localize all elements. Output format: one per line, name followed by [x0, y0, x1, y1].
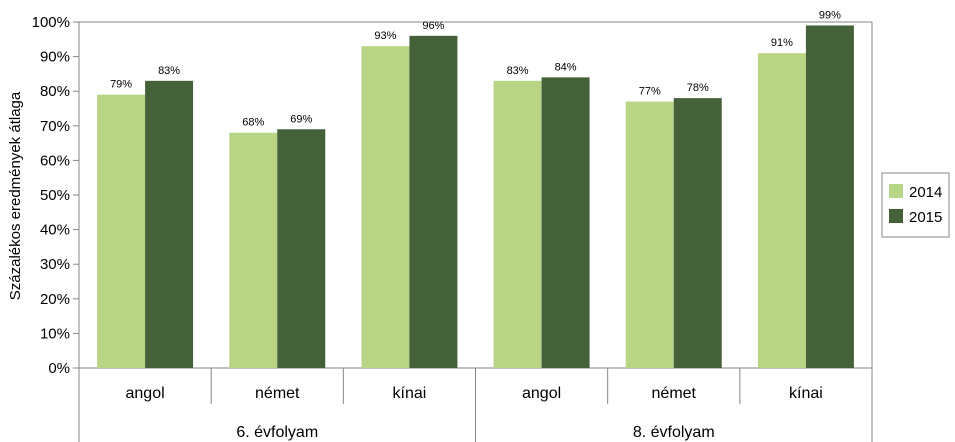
- bar-2015: [805, 25, 854, 369]
- y-tick-label: 60%: [40, 152, 70, 169]
- bar-2015: [541, 77, 590, 369]
- y-tick-label: 100%: [32, 14, 70, 31]
- bar-2014: [229, 132, 278, 368]
- plot-area: [78, 21, 873, 369]
- data-label: 69%: [290, 113, 312, 125]
- category-label: kínai: [789, 385, 823, 402]
- bar-2015: [409, 35, 458, 369]
- category-label: kínai: [393, 385, 427, 402]
- data-label: 84%: [555, 61, 577, 73]
- y-tick-label: 30%: [40, 256, 70, 273]
- legend-box: [881, 172, 950, 238]
- legend-entry: 2014: [909, 184, 942, 201]
- bar-2014: [625, 101, 674, 368]
- bar-2015: [277, 129, 326, 368]
- category-label: angol: [522, 385, 561, 402]
- y-tick-label: 80%: [40, 83, 70, 100]
- data-label: 93%: [374, 30, 396, 42]
- bar-2014: [757, 53, 806, 368]
- y-axis-label: Százalékos eredmények átlaga: [7, 91, 24, 300]
- bar-2014: [97, 94, 146, 368]
- bar-2015: [673, 98, 722, 369]
- bar-2014: [493, 80, 542, 368]
- y-tick-label: 0%: [48, 360, 70, 377]
- group-label: 8. évfolyam: [633, 424, 715, 441]
- data-label: 96%: [422, 20, 444, 32]
- y-tick-label: 20%: [40, 291, 70, 308]
- data-labels: 79% 68% 93% 83% 77% 91% 83% 69% 96% 84% 78% 99%: [110, 9, 841, 128]
- data-label: 78%: [687, 82, 709, 94]
- category-label: angol: [126, 385, 165, 402]
- data-label: 83%: [158, 65, 180, 77]
- y-tick-label: 10%: [40, 325, 70, 342]
- y-tick-label: 70%: [40, 118, 70, 135]
- y-tick-label: 90%: [40, 49, 70, 66]
- bars: [97, 25, 854, 369]
- data-label: 99%: [819, 9, 841, 21]
- group-label: 6. évfolyam: [236, 424, 318, 441]
- data-label: 79%: [110, 79, 132, 91]
- bar-2014: [361, 46, 410, 368]
- legend: 2014 2015: [881, 172, 950, 238]
- category-label: német: [652, 385, 697, 402]
- legend-swatch: [889, 184, 903, 198]
- bar-2015: [145, 80, 194, 368]
- data-label: 68%: [242, 117, 264, 129]
- legend-swatch: [889, 209, 903, 223]
- legend-entry: 2015: [909, 209, 942, 226]
- axes: 0% 10% 20% 30% 40% 50% 60% 70% 80% 90% 100% angol né…: [32, 14, 873, 442]
- category-label: német: [255, 385, 300, 402]
- data-label: 83%: [507, 65, 529, 77]
- y-tick-label: 50%: [40, 187, 70, 204]
- data-label: 91%: [771, 37, 793, 49]
- y-tick-label: 40%: [40, 222, 70, 239]
- data-label: 77%: [639, 86, 661, 98]
